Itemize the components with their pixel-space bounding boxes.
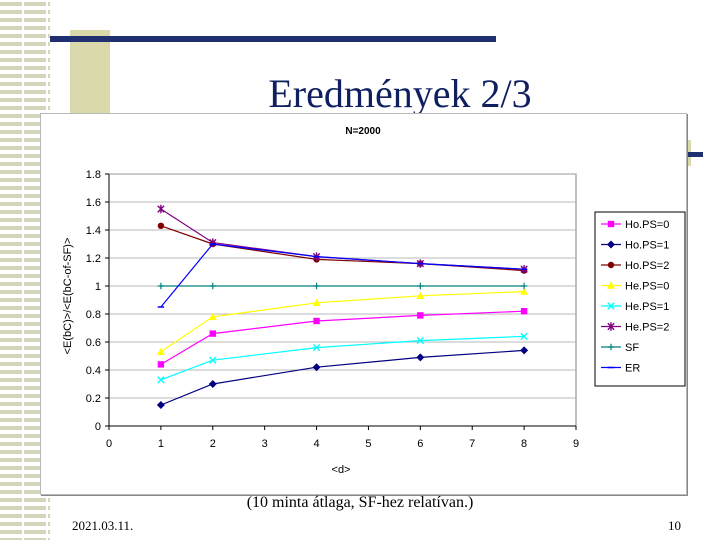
- x-axis-label: <d>: [332, 464, 351, 476]
- x-tick-label: 4: [313, 438, 319, 450]
- legend-label-ho-ps-0: Ho.PS=0: [625, 219, 669, 231]
- data-point-sf: [157, 282, 165, 290]
- legend-marker-ho-ps-1: [607, 240, 615, 249]
- y-axis-label: <E(bC)>/<E(bC-of-SF)>: [62, 238, 74, 355]
- slide-date: 2021.03.11.: [72, 518, 134, 533]
- data-point-he-ps-0: [208, 312, 217, 320]
- x-tick-label: 2: [210, 438, 216, 450]
- data-point-ho-ps-1: [156, 401, 165, 409]
- slide-title: Eredmények 2/3: [268, 71, 532, 116]
- x-tick-label: 5: [365, 438, 371, 450]
- legend-marker-ho-ps-2: [607, 261, 615, 269]
- y-tick-label: 0: [95, 421, 101, 433]
- data-point-ho-ps-0: [157, 361, 165, 368]
- legend-label-he-ps-1: He.PS=1: [625, 301, 669, 313]
- data-point-he-ps-0: [312, 298, 321, 306]
- legend-label-he-ps-2: He.PS=2: [625, 322, 669, 334]
- data-point-ho-ps-1: [520, 346, 529, 355]
- y-tick-label: 1.4: [86, 225, 101, 237]
- chart-frame: N=2000 <E(bC)>/<E(bC-of-SF)> <d> 0 0.2 0.4…: [40, 113, 687, 495]
- legend-marker-sf: [607, 343, 615, 351]
- legend-marker-ho-ps-0: [607, 220, 615, 228]
- data-point-sf: [313, 282, 320, 290]
- data-point-he-ps-0: [520, 287, 529, 295]
- data-point-sf: [417, 282, 424, 290]
- legend-label-ho-ps-1: Ho.PS=1: [625, 240, 669, 252]
- y-tick-label: 1.2: [86, 253, 101, 265]
- legend-label-er: ER: [625, 363, 640, 375]
- data-point-ho-ps-0: [209, 330, 216, 337]
- y-tick-label: 0.4: [86, 365, 101, 377]
- line-chart: N=2000 <E(bC)>/<E(bC-of-SF)> <d> 0 0.2 0.4…: [62, 126, 686, 476]
- data-point-he-ps-1: [520, 332, 528, 341]
- page-number: 10: [668, 518, 681, 533]
- chart-title: N=2000: [345, 126, 381, 137]
- data-point-he-ps-1: [209, 356, 217, 364]
- legend-label-ho-ps-2: Ho.PS=2: [625, 260, 669, 272]
- data-point-ho-ps-0: [313, 317, 320, 325]
- x-tick-label: 3: [262, 438, 268, 450]
- y-tick-label: 1.6: [86, 197, 101, 209]
- y-tick-label: 0.8: [86, 309, 101, 321]
- plot-area: [108, 173, 577, 427]
- data-point-ho-ps-1: [416, 353, 425, 362]
- y-tick-label: 0.6: [86, 337, 101, 349]
- data-point-sf: [520, 282, 528, 290]
- legend-box: [594, 211, 686, 387]
- y-tick-label: 0.2: [86, 393, 101, 405]
- slide-caption: (10 minta átlaga, SF-hez relatívan.): [246, 494, 474, 511]
- data-point-he-ps-1: [312, 343, 321, 352]
- legend-label-sf: SF: [625, 342, 639, 354]
- legend-marker-he-ps-0: [607, 281, 615, 289]
- data-point-ho-ps-0: [520, 308, 528, 315]
- data-point-ho-ps-1: [208, 380, 217, 388]
- data-point-ho-ps-1: [312, 363, 321, 372]
- data-point-ho-ps-0: [417, 312, 424, 319]
- x-tick-label: 6: [417, 438, 423, 450]
- x-tick-label: 0: [106, 438, 112, 450]
- x-tick-label: 8: [521, 438, 527, 450]
- data-point-ho-ps-2: [157, 222, 165, 229]
- decorative-bar-right: [683, 152, 703, 157]
- x-tick-label: 7: [469, 438, 475, 450]
- title-underline-bar: [50, 36, 496, 42]
- data-point-sf: [209, 282, 216, 290]
- x-tick-label: 1: [158, 438, 164, 450]
- x-tick-label: 9: [573, 438, 579, 450]
- data-point-he-ps-2: [157, 204, 165, 214]
- data-point-he-ps-1: [416, 336, 425, 345]
- legend-marker-he-ps-1: [607, 302, 615, 310]
- y-tick-label: 1.8: [86, 169, 101, 181]
- legend-marker-he-ps-2: [607, 322, 615, 331]
- data-point-he-ps-0: [416, 291, 425, 299]
- legend-label-he-ps-0: He.PS=0: [625, 281, 669, 293]
- y-tick-label: 1: [95, 281, 101, 293]
- data-point-he-ps-0: [156, 347, 165, 355]
- data-point-he-ps-1: [157, 376, 165, 384]
